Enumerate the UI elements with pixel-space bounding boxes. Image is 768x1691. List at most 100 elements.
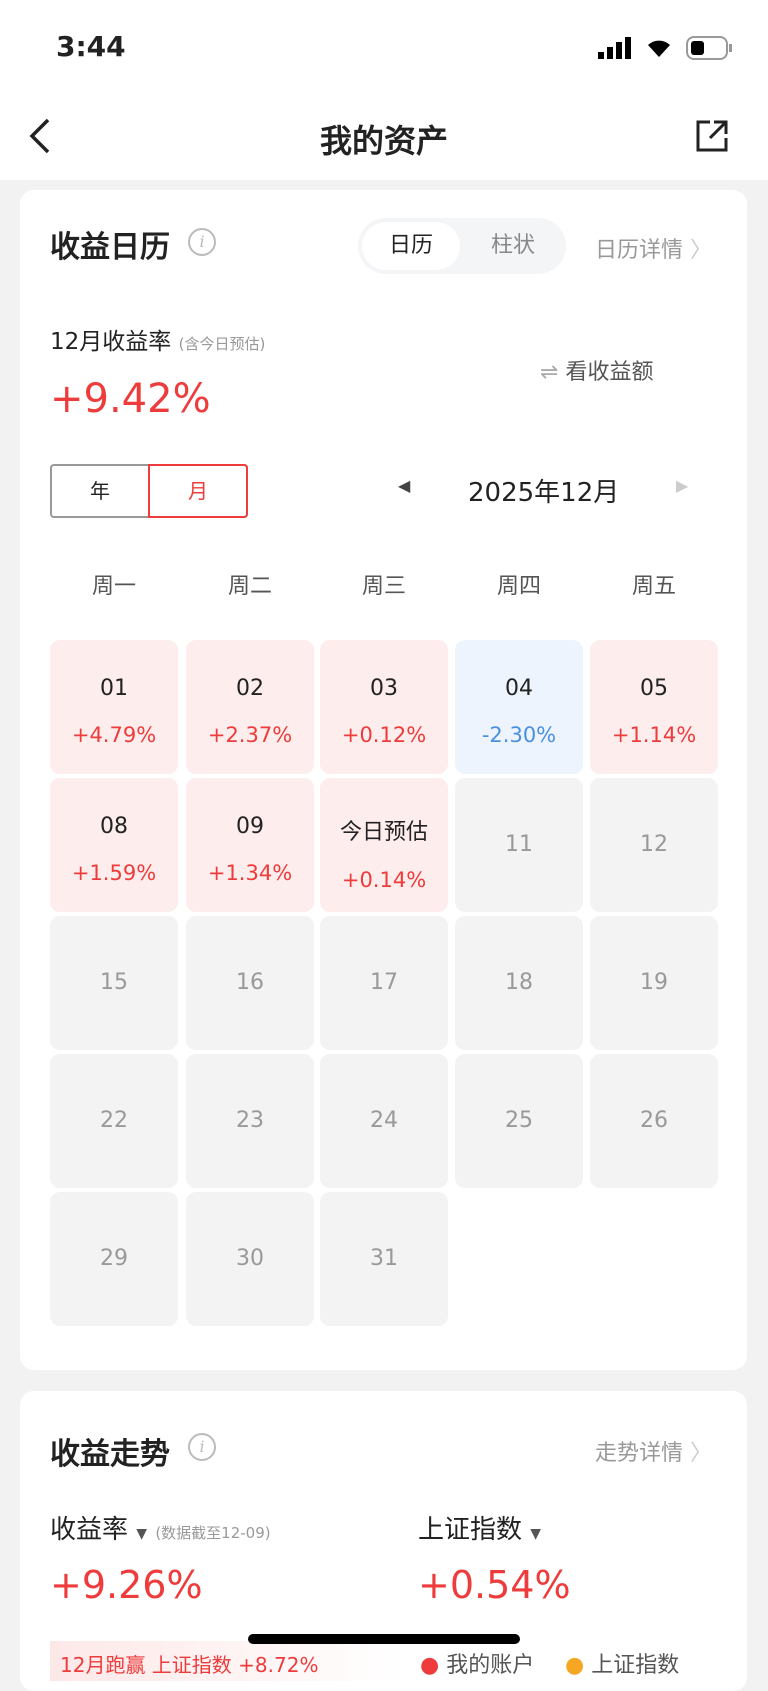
calendar-day[interactable]: 15: [50, 916, 178, 1050]
day-number: 29: [100, 1246, 128, 1271]
calendar-day[interactable]: 31: [320, 1192, 448, 1326]
calendar-day[interactable]: 17: [320, 916, 448, 1050]
weekday-label: 周三: [361, 574, 406, 599]
prev-month-button[interactable]: ◀: [398, 476, 411, 495]
page-title: 我的资产: [319, 122, 448, 160]
home-indicator: [248, 1634, 520, 1644]
tab-bar[interactable]: 柱状: [490, 233, 535, 258]
calendar-day[interactable]: 01 +4.79%: [50, 640, 178, 774]
day-number: 09: [236, 814, 264, 839]
calendar-day[interactable]: 16: [186, 916, 314, 1050]
calendar-detail-link[interactable]: 日历详情 〉: [595, 232, 712, 264]
index-value: +0.54%: [418, 1563, 571, 1607]
calendar-day[interactable]: 05 +1.14%: [590, 640, 718, 774]
calendar-day[interactable]: 22: [50, 1054, 178, 1188]
day-number: 今日预估: [339, 820, 428, 845]
legend-dot-icon: ●: [565, 1653, 585, 1678]
day-number: 08: [100, 814, 128, 839]
calendar-day[interactable]: 今日预估 +0.14%: [320, 778, 448, 912]
calendar-day[interactable]: 19: [590, 916, 718, 1050]
calendar-day[interactable]: 23: [186, 1054, 314, 1188]
day-number: 31: [370, 1246, 398, 1271]
signal-icon: [598, 37, 631, 59]
tab-calendar[interactable]: 日历: [362, 222, 460, 270]
status-bar: 3:44: [0, 0, 768, 90]
data-note: (数据截至12-09): [155, 1524, 271, 1542]
nav-bar: 我的资产: [0, 90, 768, 180]
day-number: 24: [370, 1108, 398, 1133]
index-dropdown[interactable]: 上证指数 ▼: [418, 1509, 541, 1546]
day-return: +4.79%: [71, 723, 157, 747]
caret-down-icon: ▼: [136, 1526, 148, 1542]
info-icon[interactable]: i: [188, 228, 216, 256]
calendar-day[interactable]: 24: [320, 1054, 448, 1188]
calendar-day[interactable]: 02 +2.37%: [186, 640, 314, 774]
rate-dropdown[interactable]: 收益率 ▼ (数据截至12-09): [50, 1509, 271, 1546]
day-return: +0.12%: [341, 723, 427, 747]
view-toggle: 日历 柱状: [358, 218, 566, 274]
chevron-left-icon: [29, 118, 50, 154]
current-month: 2025年12月: [468, 478, 620, 508]
calendar-day[interactable]: 29: [50, 1192, 178, 1326]
calendar-day[interactable]: 30: [186, 1192, 314, 1326]
battery-icon: [686, 36, 732, 60]
day-number: 23: [236, 1108, 264, 1133]
weekday-label: 周一: [91, 574, 136, 599]
day-return: +0.14%: [341, 868, 427, 892]
calendar-day[interactable]: 09 +1.34%: [186, 778, 314, 912]
day-number: 15: [100, 970, 128, 995]
calendar-day[interactable]: 18: [455, 916, 583, 1050]
weekday-label: 周二: [227, 574, 272, 599]
status-time: 3:44: [56, 30, 126, 63]
legend-label: 我的账户: [446, 1653, 535, 1678]
tab-year[interactable]: 年: [90, 479, 110, 503]
day-number: 22: [100, 1108, 128, 1133]
day-number: 02: [236, 676, 264, 701]
swap-icon: ⇌: [540, 360, 559, 385]
day-number: 12: [640, 832, 668, 857]
tab-month[interactable]: 月: [148, 464, 248, 518]
day-return: -2.30%: [481, 723, 557, 747]
day-return: +1.59%: [71, 861, 157, 885]
caret-down-icon: ▼: [530, 1526, 542, 1542]
day-number: 19: [640, 970, 668, 995]
day-number: 11: [505, 832, 533, 857]
day-number: 25: [505, 1108, 533, 1133]
calendar-day[interactable]: 11: [455, 778, 583, 912]
day-number: 01: [100, 676, 128, 701]
calendar-day[interactable]: 25: [455, 1054, 583, 1188]
rate-label-text: 12月收益率: [50, 329, 172, 355]
next-month-button[interactable]: ▶: [676, 476, 689, 495]
toggle-amount-label: 看收益额: [565, 360, 654, 385]
legend-label: 上证指数: [591, 1653, 680, 1678]
wifi-icon: [648, 40, 670, 57]
chevron-right-icon: 〉: [690, 238, 713, 263]
legend-index: ● 上证指数: [565, 1647, 679, 1679]
beat-banner: 12月跑赢 上证指数 +8.72%: [50, 1641, 405, 1681]
day-return: +1.34%: [207, 861, 293, 885]
calendar-day[interactable]: 12: [590, 778, 718, 912]
chevron-right-icon: 〉: [690, 1441, 713, 1466]
trend-detail-label: 走势详情: [595, 1441, 684, 1466]
calendar-day[interactable]: 04 -2.30%: [455, 640, 583, 774]
day-number: 30: [236, 1246, 264, 1271]
back-button[interactable]: [28, 116, 52, 165]
calendar-day[interactable]: 08 +1.59%: [50, 778, 178, 912]
calendar-detail-label: 日历详情: [595, 238, 684, 263]
day-number: 04: [505, 676, 533, 701]
weekday-label: 周五: [631, 574, 676, 599]
info-icon[interactable]: i: [188, 1433, 216, 1461]
toggle-amount-button[interactable]: ⇌ 看收益额: [540, 354, 653, 386]
share-button[interactable]: [694, 118, 730, 158]
day-return: +2.37%: [207, 723, 293, 747]
day-number: 26: [640, 1108, 668, 1133]
trend-detail-link[interactable]: 走势详情 〉: [595, 1435, 712, 1467]
day-number: 17: [370, 970, 398, 995]
rate-value: +9.42%: [50, 376, 211, 422]
day-number: 05: [640, 676, 668, 701]
calendar-day[interactable]: 26: [590, 1054, 718, 1188]
day-number: 03: [370, 676, 398, 701]
calendar-day[interactable]: 03 +0.12%: [320, 640, 448, 774]
rate-note: (含今日预估): [178, 335, 266, 353]
legend-my-account: ● 我的账户: [420, 1647, 534, 1679]
